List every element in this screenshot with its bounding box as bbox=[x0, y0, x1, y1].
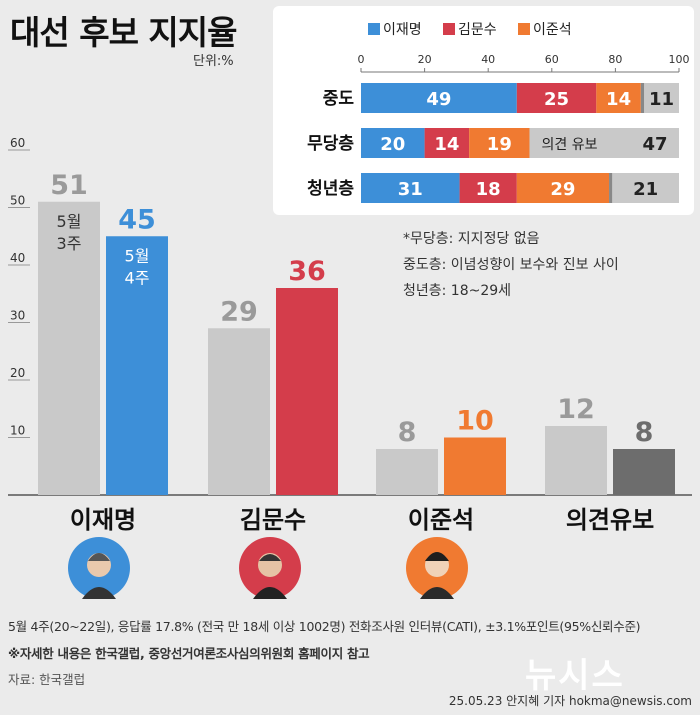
y-tick-label: 60 bbox=[10, 136, 25, 150]
segment-other bbox=[640, 83, 645, 113]
segment-중도-3 bbox=[644, 83, 679, 113]
bar-이재명-5월 3주 bbox=[38, 201, 100, 495]
row-label: 무당층 bbox=[307, 134, 354, 154]
y-tick-label: 30 bbox=[10, 309, 25, 323]
bar-김문수-5월 4주 bbox=[276, 288, 338, 495]
period-label: 4주 bbox=[125, 268, 150, 287]
period-label: 5월 bbox=[57, 212, 82, 231]
segment-청년층-1 bbox=[459, 173, 517, 203]
segment-중도-2 bbox=[596, 83, 641, 113]
segment-stacked-chart: 이재명 김문수 이준석 0 20 40 60 80 100 중도 49 25 14 11 무당층 20 14 19… bbox=[307, 22, 690, 203]
reference-note: ※자세한 내용은 한국갤럽, 중앙선거여론조사심의위원회 홈페이지 참고 bbox=[8, 646, 370, 661]
segment-value-label: 31 bbox=[398, 179, 423, 200]
segment-중도-1 bbox=[516, 83, 597, 113]
bar-이재명-5월 4주 bbox=[106, 236, 168, 495]
x-tick-label: 80 bbox=[608, 53, 622, 66]
avatar-kim-moonsoo bbox=[239, 537, 301, 599]
y-tick-label: 50 bbox=[10, 194, 25, 208]
bar-value-label: 29 bbox=[220, 296, 258, 327]
x-tick-label: 20 bbox=[418, 53, 432, 66]
bar-김문수-5월 3주 bbox=[208, 328, 270, 495]
credit-line: 25.05.23 안지혜 기자 hokma@newsis.com bbox=[448, 694, 692, 708]
segment-value-label: 21 bbox=[633, 179, 658, 200]
row-label: 청년층 bbox=[307, 178, 354, 199]
segment-value-label: 14 bbox=[606, 89, 631, 110]
legend-swatch bbox=[368, 23, 380, 35]
segment-value-label: 29 bbox=[550, 179, 575, 200]
category-label: 이재명 bbox=[70, 506, 136, 534]
segment-무당층-3 bbox=[529, 128, 679, 158]
bar-value-label: 8 bbox=[635, 417, 654, 448]
segment-무당층-0 bbox=[361, 128, 425, 158]
avatar-lee-jaemyung bbox=[68, 537, 130, 599]
segment-value-label: 20 bbox=[380, 134, 405, 155]
bar-value-label: 45 bbox=[118, 204, 156, 235]
legend-label: 이준석 bbox=[533, 22, 572, 38]
segment-무당층-1 bbox=[424, 128, 470, 158]
segment-value-label: 11 bbox=[649, 89, 674, 110]
segment-무당층-2 bbox=[469, 128, 530, 158]
bar-이준석-5월 4주 bbox=[444, 437, 506, 495]
source-label: 자료: 한국갤럽 bbox=[8, 672, 86, 687]
category-label: 이준석 bbox=[408, 506, 474, 534]
x-tick-label: 100 bbox=[669, 53, 690, 66]
note-independents: *무당층: 지지정당 없음 bbox=[403, 231, 540, 247]
y-tick-label: 10 bbox=[10, 424, 25, 438]
newsis-logo: 뉴시스 bbox=[525, 656, 625, 696]
x-tick-label: 60 bbox=[545, 53, 559, 66]
segment-other bbox=[609, 173, 613, 203]
bar-value-label: 36 bbox=[288, 256, 326, 287]
bar-value-label: 10 bbox=[456, 406, 494, 437]
note-moderates: 중도층: 이념성향이 보수와 진보 사이 bbox=[403, 257, 619, 273]
bar-이준석-5월 3주 bbox=[376, 449, 438, 495]
segment-value-label: 25 bbox=[544, 89, 569, 110]
bar-의견유보-5월 3주 bbox=[545, 426, 607, 495]
survey-info: 5월 4주(20~22일), 응답률 17.8% (전국 만 18세 이상 10… bbox=[8, 619, 641, 634]
page-title: 대선 후보 지지율 bbox=[10, 13, 237, 52]
segment-청년층-2 bbox=[516, 173, 610, 203]
note-youth: 청년층: 18~29세 bbox=[403, 283, 512, 299]
segment-value-label: 19 bbox=[487, 134, 512, 155]
bar-value-label: 8 bbox=[398, 417, 417, 448]
category-label: 의견유보 bbox=[566, 506, 654, 534]
unit-label: 단위:% bbox=[193, 54, 234, 69]
segment-chart-panel: 이재명 김문수 이준석 0 20 40 60 80 100 중도 49 25 14 11 무당층 20 14 19… bbox=[273, 6, 694, 215]
period-label: 5월 bbox=[125, 246, 150, 265]
row-label: 중도 bbox=[323, 89, 355, 109]
legend-swatch bbox=[443, 23, 455, 35]
segment-청년층-0 bbox=[361, 173, 460, 203]
x-tick-label: 40 bbox=[481, 53, 495, 66]
bar-의견유보-5월 4주 bbox=[613, 449, 675, 495]
legend-label: 이재명 bbox=[383, 22, 422, 38]
avatar-lee-junseok bbox=[406, 537, 468, 599]
category-label: 김문수 bbox=[240, 506, 306, 534]
legend-label: 김문수 bbox=[458, 22, 497, 38]
y-tick-label: 20 bbox=[10, 366, 25, 380]
bar-value-label: 12 bbox=[557, 394, 595, 425]
segment-value-label: 14 bbox=[434, 134, 459, 155]
segment-value-label: 18 bbox=[476, 179, 501, 200]
y-tick-label: 40 bbox=[10, 251, 25, 265]
x-tick-label: 0 bbox=[358, 53, 365, 66]
segment-value-label: 47 bbox=[642, 134, 667, 155]
segment-중도-0 bbox=[361, 83, 517, 113]
segment-청년층-3 bbox=[612, 173, 679, 203]
bar-value-label: 51 bbox=[50, 170, 88, 201]
segment-value-label: 49 bbox=[426, 89, 451, 110]
legend-swatch bbox=[518, 23, 530, 35]
period-label: 3주 bbox=[57, 234, 82, 253]
segment-prefix-label: 의견 유보 bbox=[542, 137, 598, 153]
